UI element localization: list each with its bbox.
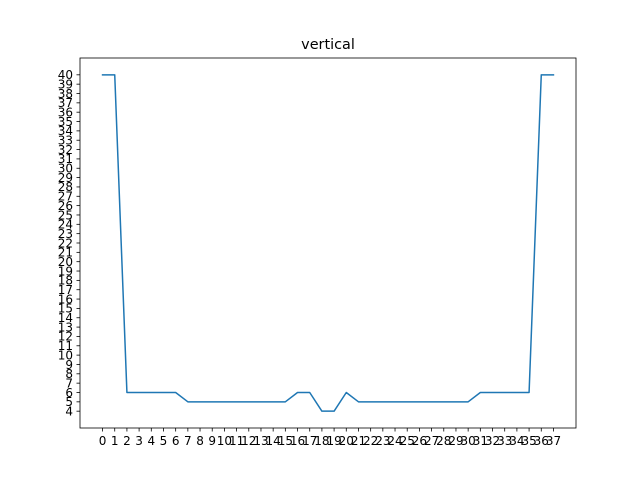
x-tick-label: 15	[278, 434, 293, 448]
y-tick-label: 33	[58, 134, 73, 148]
y-tick-label: 19	[58, 264, 73, 278]
x-tick-label: 22	[363, 434, 378, 448]
y-tick-label: 5	[65, 395, 73, 409]
x-tick-label: 24	[387, 434, 402, 448]
x-tick-label: 16	[290, 434, 305, 448]
y-tick-label: 10	[58, 348, 73, 362]
x-tick-label: 17	[302, 434, 317, 448]
x-tick-label: 33	[497, 434, 512, 448]
y-tick-label: 31	[58, 152, 73, 166]
y-tick-label: 39	[58, 77, 73, 91]
x-tick-label: 37	[546, 434, 561, 448]
y-tick-label: 35	[58, 115, 73, 129]
y-tick-label: 25	[58, 208, 73, 222]
x-tick-label: 8	[196, 434, 204, 448]
x-tick-label: 4	[147, 434, 155, 448]
x-tick-label: 2	[123, 434, 131, 448]
y-tick-label: 21	[58, 246, 73, 260]
y-tick-label: 9	[65, 358, 73, 372]
y-tick-label: 14	[58, 311, 73, 325]
y-tick-label: 28	[58, 180, 73, 194]
chart-title: vertical	[301, 37, 355, 53]
x-tick-label: 9	[208, 434, 216, 448]
x-tick-label: 6	[172, 434, 180, 448]
x-tick-label: 0	[99, 434, 107, 448]
x-tick-label: 31	[473, 434, 488, 448]
y-tick-label: 7	[65, 376, 73, 390]
axes-frame	[79, 57, 577, 429]
x-tick-label: 10	[217, 434, 232, 448]
x-tick-label: 35	[521, 434, 536, 448]
x-tick-label: 11	[229, 434, 244, 448]
y-tick-label: 23	[58, 227, 73, 241]
x-tick-label: 3	[135, 434, 143, 448]
y-tick-label: 36	[58, 105, 73, 119]
x-tick-label: 29	[448, 434, 463, 448]
y-tick-label: 37	[58, 96, 73, 110]
x-tick-label: 27	[424, 434, 439, 448]
x-tick-label: 5	[160, 434, 168, 448]
y-tick-label: 13	[58, 320, 73, 334]
x-tick-label: 19	[326, 434, 341, 448]
y-tick-label: 30	[58, 162, 73, 176]
x-tick-label: 28	[436, 434, 451, 448]
x-tick-label: 1	[111, 434, 119, 448]
y-tick-label: 26	[58, 199, 73, 213]
x-tick-label: 34	[509, 434, 524, 448]
x-tick-label: 32	[485, 434, 500, 448]
x-tick-label: 20	[339, 434, 354, 448]
x-tick-label: 30	[461, 434, 476, 448]
y-tick-label: 12	[58, 330, 73, 344]
y-tick-label: 11	[58, 339, 73, 353]
x-tick-label: 12	[241, 434, 256, 448]
y-tick-label: 4	[65, 404, 73, 418]
y-tick-label: 24	[58, 218, 73, 232]
x-tick-label: 36	[534, 434, 549, 448]
x-tick-label: 23	[375, 434, 390, 448]
x-tick-label: 13	[253, 434, 268, 448]
y-tick-label: 17	[58, 283, 73, 297]
x-tick-label: 26	[412, 434, 427, 448]
x-tick-label: 7	[184, 434, 192, 448]
series-line	[101, 74, 555, 412]
tick-layer: 0 1 2 3 4 5 6 7 8 9 101112131415161718192021222324…	[58, 68, 561, 448]
y-tick-label: 32	[58, 143, 73, 157]
x-tick-label: 18	[314, 434, 329, 448]
y-tick-label: 8	[65, 367, 73, 381]
y-tick-label: 18	[58, 274, 73, 288]
y-tick-label: 15	[58, 302, 73, 316]
x-tick-label: 25	[400, 434, 415, 448]
plot-layer	[101, 74, 555, 412]
y-tick-label: 22	[58, 236, 73, 250]
x-tick-label: 14	[266, 434, 281, 448]
y-tick-label: 16	[58, 292, 73, 306]
y-tick-label: 38	[58, 87, 73, 101]
x-tick-label: 21	[351, 434, 366, 448]
y-tick-label: 6	[65, 386, 73, 400]
y-tick-label: 29	[58, 171, 73, 185]
y-tick-label: 34	[58, 124, 73, 138]
y-tick-label: 40	[58, 68, 73, 82]
y-tick-label: 27	[58, 190, 73, 204]
y-tick-label: 20	[58, 255, 73, 269]
